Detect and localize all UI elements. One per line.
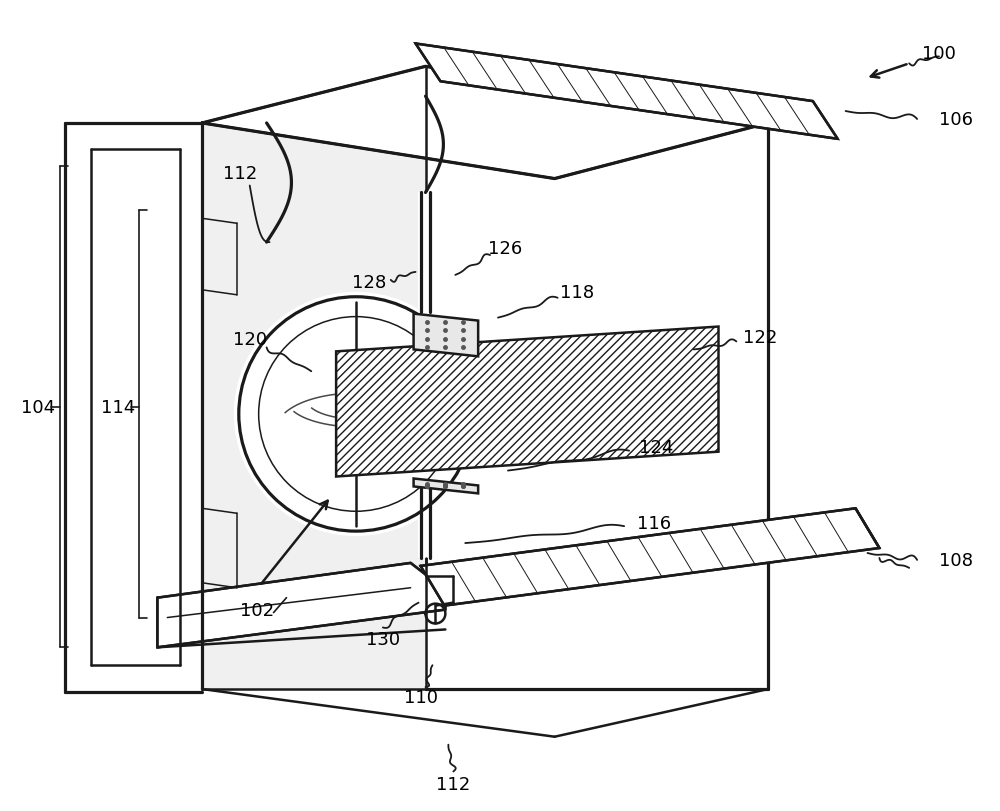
- Polygon shape: [157, 563, 445, 647]
- Text: 112: 112: [223, 165, 257, 182]
- Polygon shape: [414, 479, 478, 494]
- Text: 110: 110: [404, 689, 438, 706]
- Text: 128: 128: [352, 273, 386, 291]
- Text: 100: 100: [922, 45, 956, 63]
- Polygon shape: [336, 327, 718, 477]
- Polygon shape: [416, 45, 838, 139]
- Ellipse shape: [234, 293, 478, 536]
- Text: 122: 122: [743, 329, 778, 347]
- Polygon shape: [202, 67, 426, 689]
- Text: 104: 104: [21, 398, 55, 417]
- Text: 124: 124: [639, 438, 673, 456]
- Text: 130: 130: [366, 631, 400, 649]
- Polygon shape: [202, 67, 768, 179]
- Polygon shape: [421, 508, 879, 606]
- Text: 118: 118: [560, 283, 595, 302]
- Polygon shape: [418, 193, 433, 558]
- Polygon shape: [414, 314, 478, 357]
- Text: 126: 126: [488, 240, 522, 258]
- Text: 116: 116: [637, 514, 671, 533]
- Text: 108: 108: [939, 551, 973, 569]
- Text: 120: 120: [233, 331, 267, 349]
- Text: 102: 102: [240, 601, 274, 619]
- Text: 114: 114: [101, 398, 135, 417]
- Text: 106: 106: [939, 111, 973, 129]
- Text: 112: 112: [436, 775, 470, 793]
